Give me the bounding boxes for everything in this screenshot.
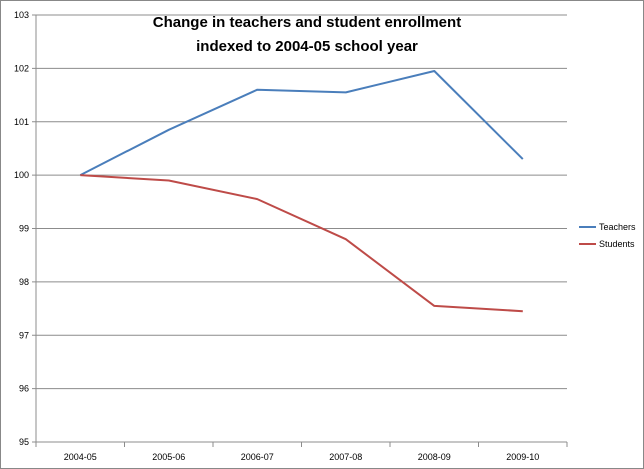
y-tick-labels: 95 96 97 98 99 100 101 102 103	[14, 10, 29, 447]
legend-label: Teachers	[599, 222, 636, 232]
y-tick-label: 103	[14, 10, 29, 20]
series-lines	[79, 70, 524, 313]
legend-label: Students	[599, 239, 635, 249]
y-tick-label: 101	[14, 117, 29, 127]
y-tick-label: 102	[14, 63, 29, 73]
series-line-students	[80, 174, 523, 313]
y-tick-label: 95	[19, 437, 29, 447]
y-tick-label: 99	[19, 224, 29, 234]
gridlines	[32, 14, 568, 447]
chart-subtitle: indexed to 2004-05 school year	[196, 38, 418, 55]
y-tick-label: 96	[19, 384, 29, 394]
x-tick-label: 2007-08	[329, 452, 362, 462]
y-tick-label: 97	[19, 330, 29, 340]
x-tick-label: 2005-06	[152, 452, 185, 462]
y-tick-label: 98	[19, 277, 29, 287]
x-tick-label: 2008-09	[418, 452, 451, 462]
x-tick-labels: 2004-05 2005-06 2006-07 2007-08 2008-09 2009-…	[64, 452, 540, 462]
chart-title: Change in teachers and student enrollmen…	[153, 14, 461, 31]
legend: Teachers Students	[579, 222, 636, 249]
axes	[35, 15, 567, 443]
y-tick-label: 100	[14, 170, 29, 180]
legend-item-students: Students	[579, 239, 635, 249]
series-line-teachers	[79, 70, 524, 176]
x-tick-label: 2009-10	[506, 452, 539, 462]
legend-item-teachers: Teachers	[579, 222, 636, 232]
x-tick-label: 2006-07	[241, 452, 274, 462]
x-tick-label: 2004-05	[64, 452, 97, 462]
